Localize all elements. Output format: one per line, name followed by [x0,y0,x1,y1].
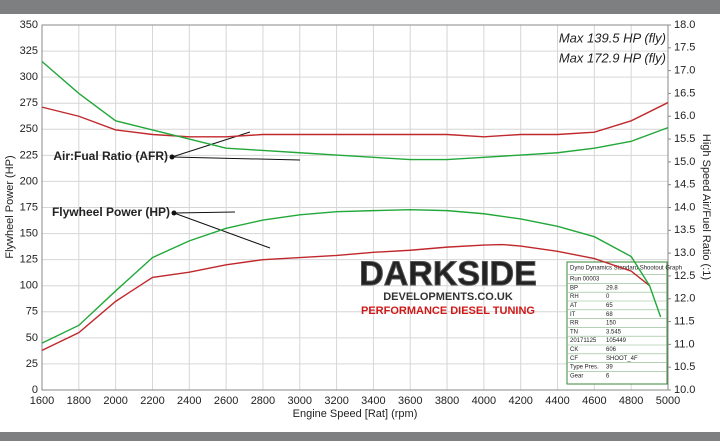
y-tick-label: 125 [20,254,38,266]
info-cell: Type Pres. [570,365,599,371]
data-line [41,60,669,161]
y-tick-label: 0 [32,384,38,396]
x-axis-label: Engine Speed [Rat] (rpm) [293,408,418,420]
x-tick-label: 2800 [251,395,275,407]
y-tick-label: 250 [20,123,38,135]
info-cell: 29.8 [606,285,618,291]
x-tick-label: 2000 [103,395,127,407]
info-cell: Gear [570,373,583,379]
x-tick-label: 4200 [508,395,532,407]
y-tick-label: 300 [20,71,38,83]
y2-tick-label: 14.0 [674,201,695,213]
y2-tick-label: 11.5 [674,315,695,327]
y2-tick-label: 16.5 [674,87,695,99]
info-cell: 105449 [606,338,627,344]
annotation-arrow [171,156,301,161]
y2-axis-label: High Speed Air/Fuel Ratio (:1) [700,134,712,280]
legend-entry: Max 139.5 HP (fly) [559,30,666,45]
info-cell: 6 [606,373,610,379]
legend-entry: Max 172.9 HP (fly) [559,50,666,65]
y2-tick-label: 10.5 [674,361,695,373]
y2-tick-label: 11.0 [674,338,695,350]
info-cell: 65 [606,303,613,309]
y-tick-label: 75 [26,306,38,318]
y2-tick-label: 13.5 [674,224,695,236]
info-cell: 68 [606,312,613,318]
y2-tick-label: 16.0 [674,110,695,122]
y-tick-label: 100 [20,280,38,292]
data-line [41,243,651,352]
info-cell: RH [570,294,579,300]
info-cell: IT [570,312,576,318]
info-cell: 3.545 [606,329,622,335]
info-title: Dyno Dynamics Standard Shootout Graph [570,266,682,272]
y-tick-label: 275 [20,97,38,109]
y-tick-label: 225 [20,149,38,161]
y-tick-label: 200 [20,175,38,187]
y2-tick-label: 12.5 [674,270,695,282]
y-tick-label: 25 [26,358,38,370]
x-tick-label: 4000 [472,395,496,407]
x-tick-label: 3400 [361,395,385,407]
x-tick-label: 3000 [288,395,312,407]
info-cell: CK [570,347,578,353]
x-tick-label: 1600 [30,395,54,407]
data-line [41,208,662,344]
annotation: Flywheel Power (HP) [52,205,170,219]
y2-tick-label: 13.0 [674,247,695,259]
x-tick-label: 2400 [177,395,201,407]
x-tick-label: 3200 [324,395,348,407]
info-cell: 606 [606,347,617,353]
x-tick-label: 4800 [619,395,643,407]
x-tick-label: 3800 [435,395,459,407]
x-tick-label: 4400 [545,395,569,407]
y2-tick-label: 15.5 [674,133,695,145]
info-cell: 150 [606,321,617,327]
info-cell: Run 00003 [570,277,600,283]
annotation: Air:Fual Ratio (AFR) [53,149,168,163]
y2-tick-label: 15.0 [674,156,695,168]
y-tick-label: 175 [20,201,38,213]
y-tick-label: 50 [26,332,38,344]
info-cell: AT [570,303,578,309]
info-panel [566,261,668,385]
annotation-arrow [173,212,271,249]
logo-site: DEVELOPMENTS.CO.UK [383,291,513,303]
info-cell: SHOOT_4F [606,356,638,362]
annotation-dot [171,210,177,216]
y2-tick-label: 14.5 [674,179,695,191]
y2-tick-label: 12.0 [674,293,695,305]
y-tick-label: 150 [20,227,38,239]
info-cell: RR [570,321,579,327]
info-cell: CF [570,356,578,362]
x-tick-label: 4600 [582,395,606,407]
y-tick-label: 325 [20,45,38,57]
x-tick-label: 3600 [398,395,422,407]
x-tick-label: 2600 [214,395,238,407]
info-cell: 39 [606,365,613,371]
x-tick-label: 2200 [140,395,164,407]
y2-tick-label: 10.0 [674,384,695,396]
info-cell: TN [570,329,578,335]
x-tick-label: 1800 [67,395,91,407]
x-tick-label: 5000 [656,395,680,407]
annotation-dot [169,154,175,160]
info-cell: 0 [606,294,610,300]
logo-name: DARKSIDE [359,255,537,293]
info-cell: BP [570,285,578,291]
annotation-arrow [173,211,236,214]
y-tick-label: 350 [20,19,38,31]
y2-tick-label: 17.0 [674,65,695,77]
y2-tick-label: 17.5 [674,42,695,54]
y2-tick-label: 18.0 [674,19,695,31]
y-axis-label: Flywheel Power (HP) [4,155,16,258]
data-line [41,101,669,138]
info-cell: 20171125 [570,338,597,344]
logo-tagline: PERFORMANCE DIESEL TUNING [361,305,535,317]
